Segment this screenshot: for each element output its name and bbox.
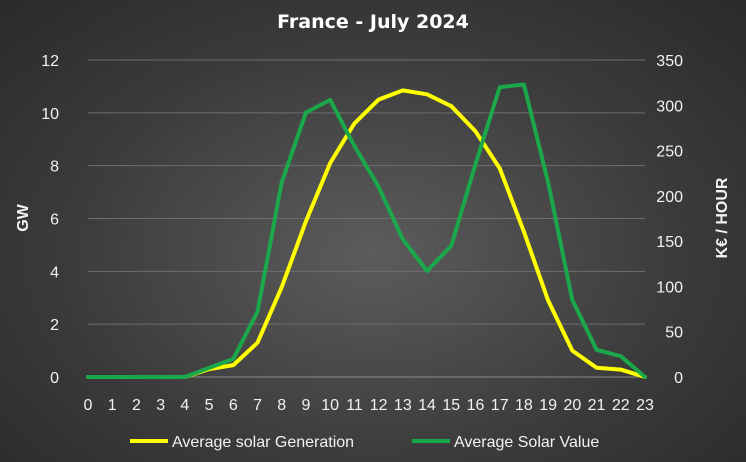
x-tick-label: 4 <box>180 397 189 414</box>
right-tick-label: 0 <box>674 370 683 387</box>
right-tick-label: 150 <box>656 234 683 251</box>
x-tick-label: 1 <box>108 397 117 414</box>
x-tick-label: 6 <box>229 397 238 414</box>
x-tick-label: 8 <box>277 397 286 414</box>
right-axis-title: K€ / HOUR <box>714 177 731 258</box>
left-tick-label: 2 <box>50 317 59 334</box>
x-tick-label: 20 <box>563 397 581 414</box>
x-tick-label: 22 <box>612 397 630 414</box>
right-tick-label: 350 <box>656 53 683 70</box>
left-tick-label: 8 <box>50 159 59 176</box>
legend-label-value: Average Solar Value <box>454 434 599 451</box>
x-tick-label: 9 <box>302 397 311 414</box>
series-lines <box>86 82 647 379</box>
right-axis-ticks: 0 50 100 150 200 250 300 350 <box>656 53 683 387</box>
x-tick-label: 15 <box>442 397 460 414</box>
x-tick-label: 7 <box>253 397 262 414</box>
x-tick-label: 19 <box>539 397 557 414</box>
x-tick-label: 11 <box>346 397 363 414</box>
left-tick-label: 6 <box>50 212 59 229</box>
x-tick-label: 21 <box>588 397 606 414</box>
x-tick-label: 3 <box>156 397 165 414</box>
x-tick-label: 13 <box>394 397 412 414</box>
left-tick-label: 12 <box>41 53 59 70</box>
x-tick-label: 5 <box>205 397 214 414</box>
left-axis-ticks: 0 2 4 6 8 10 12 <box>41 53 59 387</box>
series-line-value <box>86 82 647 379</box>
series-line-generation <box>86 88 647 379</box>
x-tick-label: 17 <box>491 397 509 414</box>
x-axis-ticks: 0 1 2 3 4 5 6 7 8 9 10 11 12 13 14 15 16 17 18 19 20 21 22 23 <box>84 397 654 414</box>
left-tick-label: 0 <box>50 370 59 387</box>
left-tick-label: 10 <box>41 106 59 123</box>
left-axis-title: GW <box>15 203 32 231</box>
x-tick-label: 2 <box>132 397 141 414</box>
x-tick-label: 12 <box>370 397 388 414</box>
legend: Average solar Generation Average Solar V… <box>130 434 599 451</box>
x-tick-label: 16 <box>467 397 485 414</box>
x-tick-label: 23 <box>636 397 654 414</box>
left-tick-label: 4 <box>50 264 59 281</box>
x-tick-label: 18 <box>515 397 533 414</box>
right-tick-label: 100 <box>656 279 683 296</box>
chart-title: France - July 2024 <box>277 11 469 33</box>
right-tick-label: 300 <box>656 98 683 115</box>
right-tick-label: 200 <box>656 189 683 206</box>
x-tick-label: 0 <box>84 397 93 414</box>
x-tick-label: 14 <box>418 397 436 414</box>
x-tick-label: 10 <box>321 397 339 414</box>
legend-label-generation: Average solar Generation <box>172 434 354 451</box>
right-tick-label: 50 <box>665 325 683 342</box>
right-tick-label: 250 <box>656 144 683 161</box>
